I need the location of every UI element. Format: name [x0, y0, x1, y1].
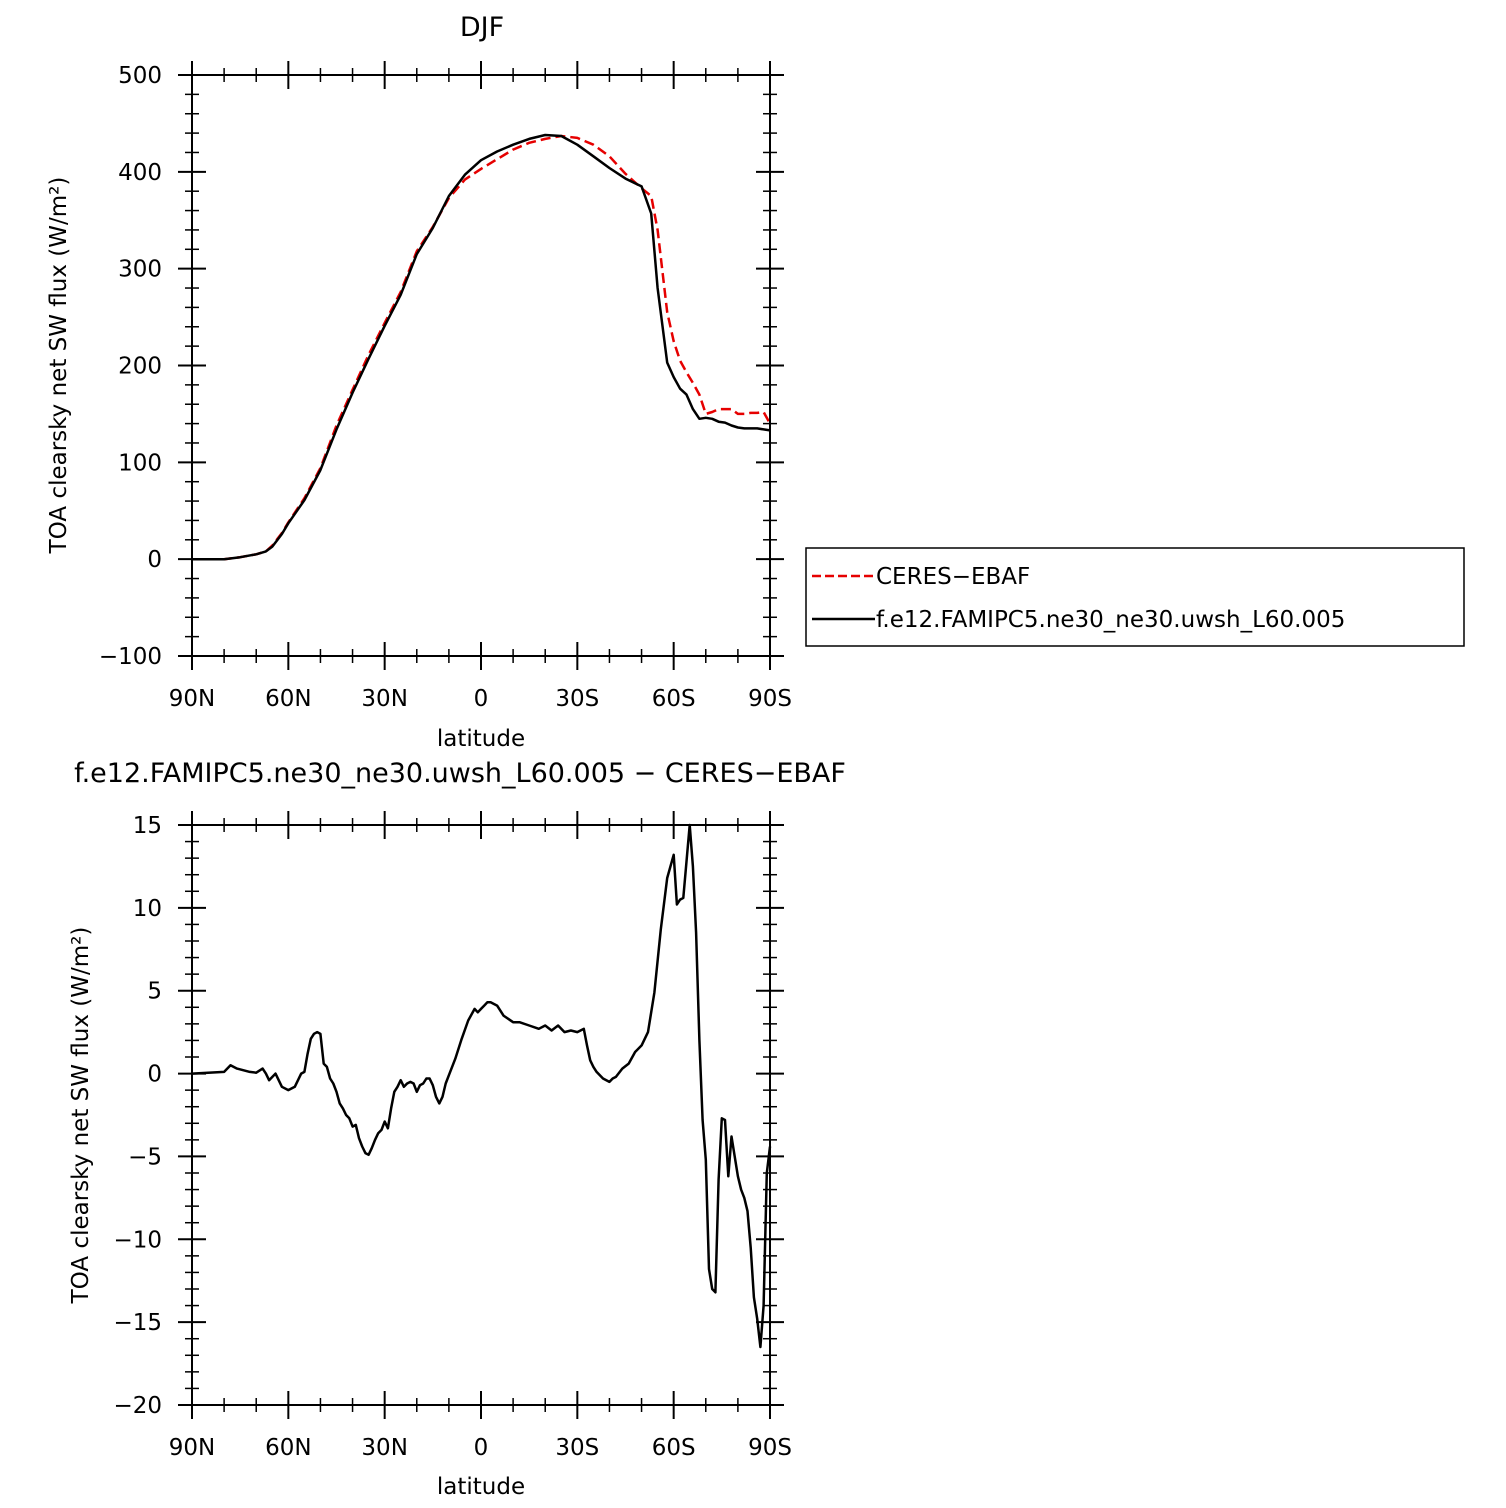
- bottom-title: f.e12.FAMIPC5.ne30_ne30.uwsh_L60.005 − C…: [74, 758, 846, 789]
- y-tick-label-1-5: 5: [147, 979, 162, 1005]
- legend-label-ceres: CERES−EBAF: [876, 564, 1030, 590]
- y-tick-label-0-1: 0: [147, 547, 162, 573]
- y-tick-label-0-6: 500: [118, 63, 162, 89]
- y-tick-label-1-6: 10: [133, 896, 162, 922]
- bottom-plot-frame: [191, 824, 771, 1406]
- series-line-1-0: [191, 823, 772, 1349]
- y-tick-label-1-2: −10: [113, 1227, 162, 1253]
- x-tick-label-1-4: 30S: [555, 1435, 599, 1461]
- x-tick-label-1-2: 30N: [361, 1435, 407, 1461]
- legend-box: [805, 547, 1465, 647]
- y-tick-label-0-4: 300: [118, 257, 162, 283]
- x-tick-label-0-2: 30N: [361, 686, 407, 712]
- bottom-panel: f.e12.FAMIPC5.ne30_ne30.uwsh_L60.005 − C…: [68, 758, 846, 1500]
- x-tick-label-0-4: 30S: [555, 686, 599, 712]
- y-tick-label-0-3: 200: [118, 354, 162, 380]
- x-tick-label-1-1: 60N: [265, 1435, 311, 1461]
- y-tick-label-1-0: −20: [113, 1393, 162, 1419]
- y-tick-label-1-3: −5: [128, 1144, 162, 1170]
- series-line-0-1: [192, 133, 771, 561]
- x-tick-label-0-6: 90S: [748, 686, 792, 712]
- top-title: DJF: [460, 12, 504, 43]
- top-ylabel: TOA clearsky net SW flux (W/m²): [46, 177, 72, 555]
- x-tick-label-1-6: 90S: [748, 1435, 792, 1461]
- y-tick-label-0-2: 100: [118, 450, 162, 476]
- x-tick-label-1-5: 60S: [652, 1435, 696, 1461]
- x-tick-label-0-3: 0: [474, 686, 489, 712]
- x-tick-label-1-3: 0: [474, 1435, 489, 1461]
- y-tick-label-1-7: 15: [133, 813, 162, 839]
- bottom-ylabel: TOA clearsky net SW flux (W/m²): [68, 927, 94, 1305]
- bottom-axes: −20 −15 −10 −5 0 5 10 15 90N 60N 30N 0 30S 60S 90S: [113, 811, 792, 1461]
- top-xlabel: latitude: [437, 726, 525, 752]
- bottom-series-group: [191, 823, 772, 1349]
- x-tick-label-0-0: 90N: [169, 686, 215, 712]
- x-tick-label-0-1: 60N: [265, 686, 311, 712]
- top-panel: DJF −100 0 100 200 300 400 500 90N 60N 30N 0 30S 60S…: [46, 12, 792, 752]
- legend: CERES−EBAF f.e12.FAMIPC5.ne30_ne30.uwsh_…: [805, 547, 1465, 647]
- top-axes: −100 0 100 200 300 400 500 90N 60N 30N 0 30S 60S 90S: [99, 61, 792, 712]
- top-series-group: [192, 133, 772, 561]
- y-tick-label-1-4: 0: [147, 1062, 162, 1088]
- x-tick-label-1-0: 90N: [169, 1435, 215, 1461]
- y-tick-label-1-1: −15: [113, 1310, 162, 1336]
- legend-label-model: f.e12.FAMIPC5.ne30_ne30.uwsh_L60.005: [876, 607, 1345, 633]
- y-tick-label-0-0: −100: [99, 644, 162, 670]
- series-line-0-0: [192, 134, 772, 561]
- y-tick-label-0-5: 400: [118, 160, 162, 186]
- x-tick-label-0-5: 60S: [652, 686, 696, 712]
- bottom-xlabel: latitude: [437, 1474, 525, 1500]
